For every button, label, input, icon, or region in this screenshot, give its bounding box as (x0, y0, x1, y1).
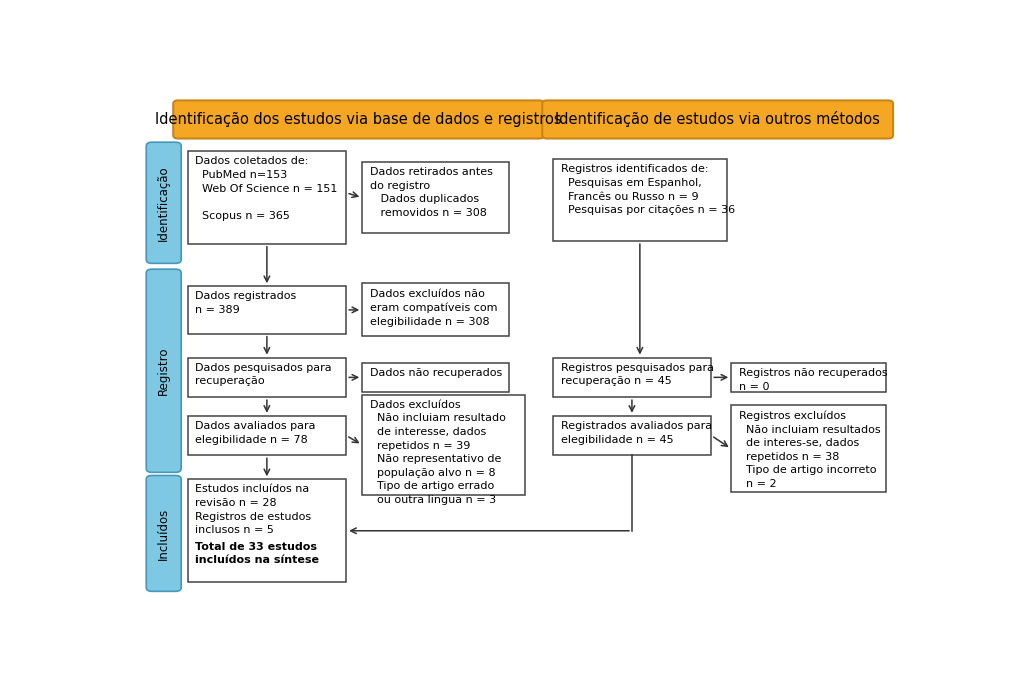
Text: Identificação de estudos via outros métodos: Identificação de estudos via outros méto… (555, 111, 880, 128)
FancyBboxPatch shape (187, 416, 346, 455)
Text: Total de 33 estudos
incluídos na síntese: Total de 33 estudos incluídos na síntese (196, 541, 319, 565)
Text: Registros não recuperados
n = 0: Registros não recuperados n = 0 (739, 368, 888, 392)
FancyBboxPatch shape (543, 100, 893, 139)
Text: Identificação: Identificação (158, 165, 170, 240)
FancyBboxPatch shape (146, 269, 181, 472)
Text: Dados pesquisados para
recuperação: Dados pesquisados para recuperação (196, 363, 332, 386)
FancyBboxPatch shape (187, 357, 346, 397)
Text: Dados registrados
n = 389: Dados registrados n = 389 (196, 291, 297, 315)
FancyBboxPatch shape (731, 405, 886, 493)
Text: Identificação dos estudos via base de dados e registros: Identificação dos estudos via base de da… (156, 112, 562, 127)
Text: Dados excluídos não
eram compatíveis com
elegibilidade n = 308: Dados excluídos não eram compatíveis com… (370, 289, 498, 327)
Text: Dados avaliados para
elegibilidade n = 78: Dados avaliados para elegibilidade n = 7… (196, 421, 316, 444)
FancyBboxPatch shape (731, 363, 886, 392)
FancyBboxPatch shape (187, 151, 346, 244)
Text: Registros identificados de:
  Pesquisas em Espanhol,
  Francês ou Russo n = 9
  : Registros identificados de: Pesquisas em… (560, 164, 734, 215)
FancyBboxPatch shape (553, 357, 712, 397)
Text: Registro: Registro (158, 346, 170, 395)
FancyBboxPatch shape (187, 286, 346, 334)
FancyBboxPatch shape (187, 480, 346, 583)
FancyBboxPatch shape (553, 416, 712, 455)
Text: Dados excluídos
  Não incluiam resultado
  de interesse, dados
  repetidos n = 3: Dados excluídos Não incluiam resultado d… (370, 400, 506, 505)
Text: Incluídos: Incluídos (158, 507, 170, 559)
FancyBboxPatch shape (362, 363, 509, 392)
FancyBboxPatch shape (553, 159, 727, 241)
FancyBboxPatch shape (146, 142, 181, 263)
FancyBboxPatch shape (146, 475, 181, 592)
Text: Dados coletados de:
  PubMed n=153
  Web Of Science n = 151

  Scopus n = 365: Dados coletados de: PubMed n=153 Web Of … (196, 157, 338, 221)
Text: Dados não recuperados: Dados não recuperados (370, 368, 503, 378)
Text: Registrados avaliados para
elegibilidade n = 45: Registrados avaliados para elegibilidade… (560, 421, 712, 444)
Text: Registros excluídos
  Não incluiam resultados
  de interes-se, dados
  repetidos: Registros excluídos Não incluiam resulta… (739, 410, 881, 489)
Text: Dados retirados antes
do registro
   Dados duplicados
   removidos n = 308: Dados retirados antes do registro Dados … (370, 167, 493, 218)
Text: Registros pesquisados para
recuperação n = 45: Registros pesquisados para recuperação n… (560, 363, 714, 386)
Text: Estudos incluídos na
revisão n = 28
Registros de estudos
inclusos n = 5: Estudos incluídos na revisão n = 28 Regi… (196, 484, 311, 535)
FancyBboxPatch shape (173, 100, 544, 139)
FancyBboxPatch shape (362, 161, 509, 233)
FancyBboxPatch shape (362, 284, 509, 337)
FancyBboxPatch shape (362, 394, 524, 495)
